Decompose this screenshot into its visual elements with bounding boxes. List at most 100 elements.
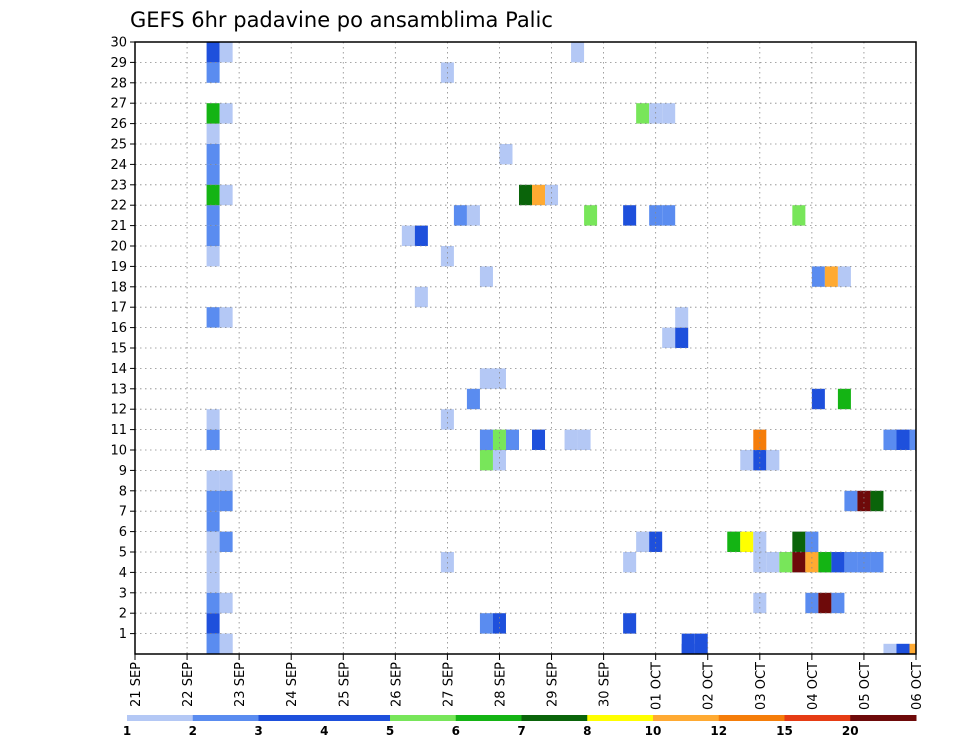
heatmap-cell [623, 552, 637, 573]
heatmap-cell [662, 327, 676, 348]
x-tick-label: 27 SEP [441, 662, 456, 707]
x-tick-label: 06 OCT [910, 662, 925, 710]
y-tick-label: 3 [119, 586, 127, 601]
y-tick-label: 27 [110, 97, 127, 112]
heatmap-cell [219, 307, 233, 328]
heatmap-cell [206, 184, 220, 206]
heatmap-cell [206, 205, 220, 226]
x-axis-ticks: 21 SEP 22 SEP 23 SEP 24 SEP 25 SEP 26 SEP 27 S… [129, 654, 925, 710]
heatmap-cell [206, 552, 220, 573]
heatmap-cell [753, 531, 767, 552]
heatmap-cell [518, 184, 533, 206]
legend-label: 2 [189, 724, 197, 738]
heatmap-cell [623, 613, 637, 634]
y-tick-label: 7 [119, 505, 127, 520]
x-tick-label: 28 SEP [493, 662, 508, 707]
legend-swatch [653, 715, 720, 721]
y-tick-label: 11 [110, 423, 127, 438]
x-tick-label: 24 SEP [285, 662, 300, 707]
x-tick-label: 05 OCT [858, 662, 873, 710]
heatmap-cell [479, 429, 493, 450]
heatmap-cell [909, 429, 916, 450]
heatmap-cell [837, 388, 851, 410]
heatmap-cell [675, 307, 689, 328]
heatmap-cell [206, 572, 220, 593]
y-tick-label: 10 [110, 444, 127, 459]
x-tick-label: 29 SEP [546, 662, 561, 707]
heatmap-cell [636, 531, 650, 552]
heatmap-cell [479, 613, 493, 634]
heatmap-cell [811, 266, 825, 287]
heatmap-cell [694, 633, 708, 654]
legend-label: 3 [254, 724, 262, 738]
legend-label: 20 [842, 724, 859, 738]
heatmap-cell [466, 205, 480, 226]
heatmap-cell [577, 429, 591, 450]
y-tick-label: 16 [110, 321, 127, 336]
color-legend: 1 2 3 4 5 6 7 8 10 12 15 20 [123, 715, 917, 738]
heatmap-cell [831, 592, 845, 614]
y-axis-ticks: 1234567891011121314151617181920212223242… [110, 36, 135, 642]
grid-lines [135, 42, 916, 654]
heatmap-cell [727, 531, 741, 552]
heatmap-cell [753, 450, 767, 471]
x-tick-label: 23 SEP [233, 662, 248, 707]
y-tick-label: 23 [110, 178, 127, 193]
legend-label: 12 [710, 724, 727, 738]
heatmap-cell [883, 643, 897, 654]
heatmap-cell [206, 307, 220, 328]
y-tick-label: 13 [110, 382, 127, 397]
x-tick-label: 02 OCT [702, 662, 717, 710]
y-tick-label: 22 [110, 199, 127, 214]
heatmap-cell [206, 511, 220, 532]
heatmap-cell [499, 144, 513, 165]
y-tick-label: 28 [110, 76, 127, 91]
heatmap-cell [857, 490, 871, 512]
x-tick-label: 03 OCT [754, 662, 769, 710]
legend-swatch [850, 715, 917, 721]
heatmap-cell [545, 184, 559, 206]
legend-swatch [587, 715, 654, 721]
y-tick-label: 17 [110, 301, 127, 316]
heatmap-cell [740, 450, 754, 471]
heatmap-cell [532, 429, 546, 450]
heatmap-cell [206, 490, 220, 512]
legend-label: 6 [452, 724, 460, 738]
heatmap-cell [662, 205, 676, 226]
heatmap-cell [206, 103, 220, 124]
heatmap-cell [870, 490, 884, 512]
heatmap-cell [505, 429, 519, 450]
x-tick-label: 01 OCT [650, 662, 665, 710]
legend-swatch [718, 715, 785, 721]
heatmap-cell [844, 490, 858, 512]
y-tick-label: 8 [119, 484, 127, 499]
y-tick-label: 29 [110, 56, 127, 71]
heatmap-cell [909, 643, 916, 654]
heatmap-cell [453, 205, 467, 226]
heatmap-cell [792, 552, 806, 573]
heatmap-cell [792, 531, 806, 552]
y-tick-label: 18 [110, 280, 127, 295]
legend-swatch [192, 715, 259, 721]
heatmap-cells [206, 42, 916, 654]
heatmap-cell [681, 643, 695, 654]
heatmap-cell [492, 450, 506, 471]
heatmap-cell [219, 103, 233, 124]
legend-swatch [390, 715, 457, 721]
legend-label: 4 [320, 724, 328, 738]
heatmap-cell [206, 225, 220, 246]
heatmap-cell [831, 552, 845, 573]
y-tick-label: 6 [119, 525, 127, 540]
heatmap-cell [896, 429, 910, 450]
heatmap-cell [206, 409, 220, 430]
heatmap-cell [206, 429, 220, 450]
x-tick-label: 04 OCT [806, 662, 821, 710]
x-tick-label: 26 SEP [389, 662, 404, 707]
legend-swatch [258, 715, 325, 721]
heatmap-cell [440, 246, 454, 267]
heatmap-cell [792, 205, 806, 226]
y-tick-label: 1 [119, 627, 127, 642]
heatmap-cell [479, 368, 493, 389]
y-tick-label: 5 [119, 546, 127, 561]
heatmap-cell [837, 266, 851, 287]
